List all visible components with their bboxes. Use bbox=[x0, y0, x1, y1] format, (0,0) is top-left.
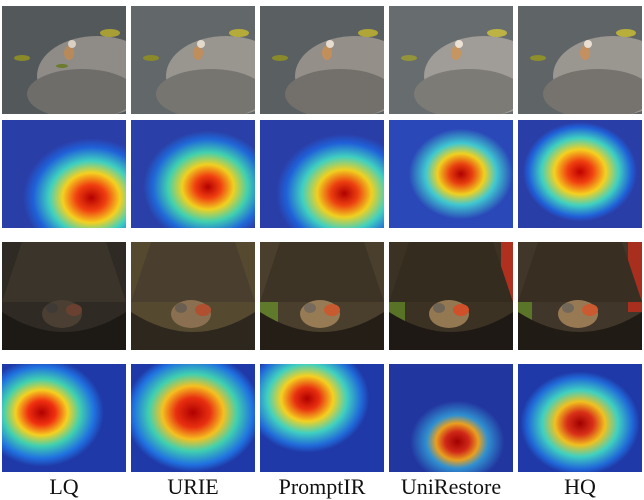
row3-lq-image bbox=[2, 242, 126, 350]
row2-promptir-attention-map bbox=[260, 120, 384, 228]
column-label-unirestore: UniRestore bbox=[400, 474, 502, 499]
figure-grid bbox=[2, 6, 644, 472]
row4-promptir-attention-map bbox=[260, 364, 384, 472]
row1-promptir-image bbox=[260, 6, 384, 114]
row3-hq-image bbox=[518, 242, 642, 350]
column-label-lq: LQ bbox=[49, 474, 79, 499]
row1-unirestore-image bbox=[389, 6, 513, 114]
column-label-promptir: PromptIR bbox=[278, 474, 366, 499]
row2-unirestore-attention-map bbox=[389, 120, 513, 228]
column-label-urie: URIE bbox=[167, 474, 219, 499]
row2-hq-attention-map bbox=[518, 120, 642, 228]
row1-urie-image bbox=[131, 6, 255, 114]
row4-lq-attention-map bbox=[2, 364, 126, 472]
row1-lq-image bbox=[2, 6, 126, 114]
row4-urie-attention-map bbox=[131, 364, 255, 472]
row1-hq-image bbox=[518, 6, 642, 114]
row3-promptir-image bbox=[260, 242, 384, 350]
row4-unirestore-attention-map bbox=[389, 364, 513, 472]
row3-unirestore-image bbox=[389, 242, 513, 350]
column-label-hq: HQ bbox=[564, 474, 596, 499]
row2-urie-attention-map bbox=[131, 120, 255, 228]
row3-urie-image bbox=[131, 242, 255, 350]
column-labels: LQ URIE PromptIR UniRestore HQ bbox=[0, 474, 644, 500]
row4-hq-attention-map bbox=[518, 364, 642, 472]
row2-lq-attention-map bbox=[2, 120, 126, 228]
